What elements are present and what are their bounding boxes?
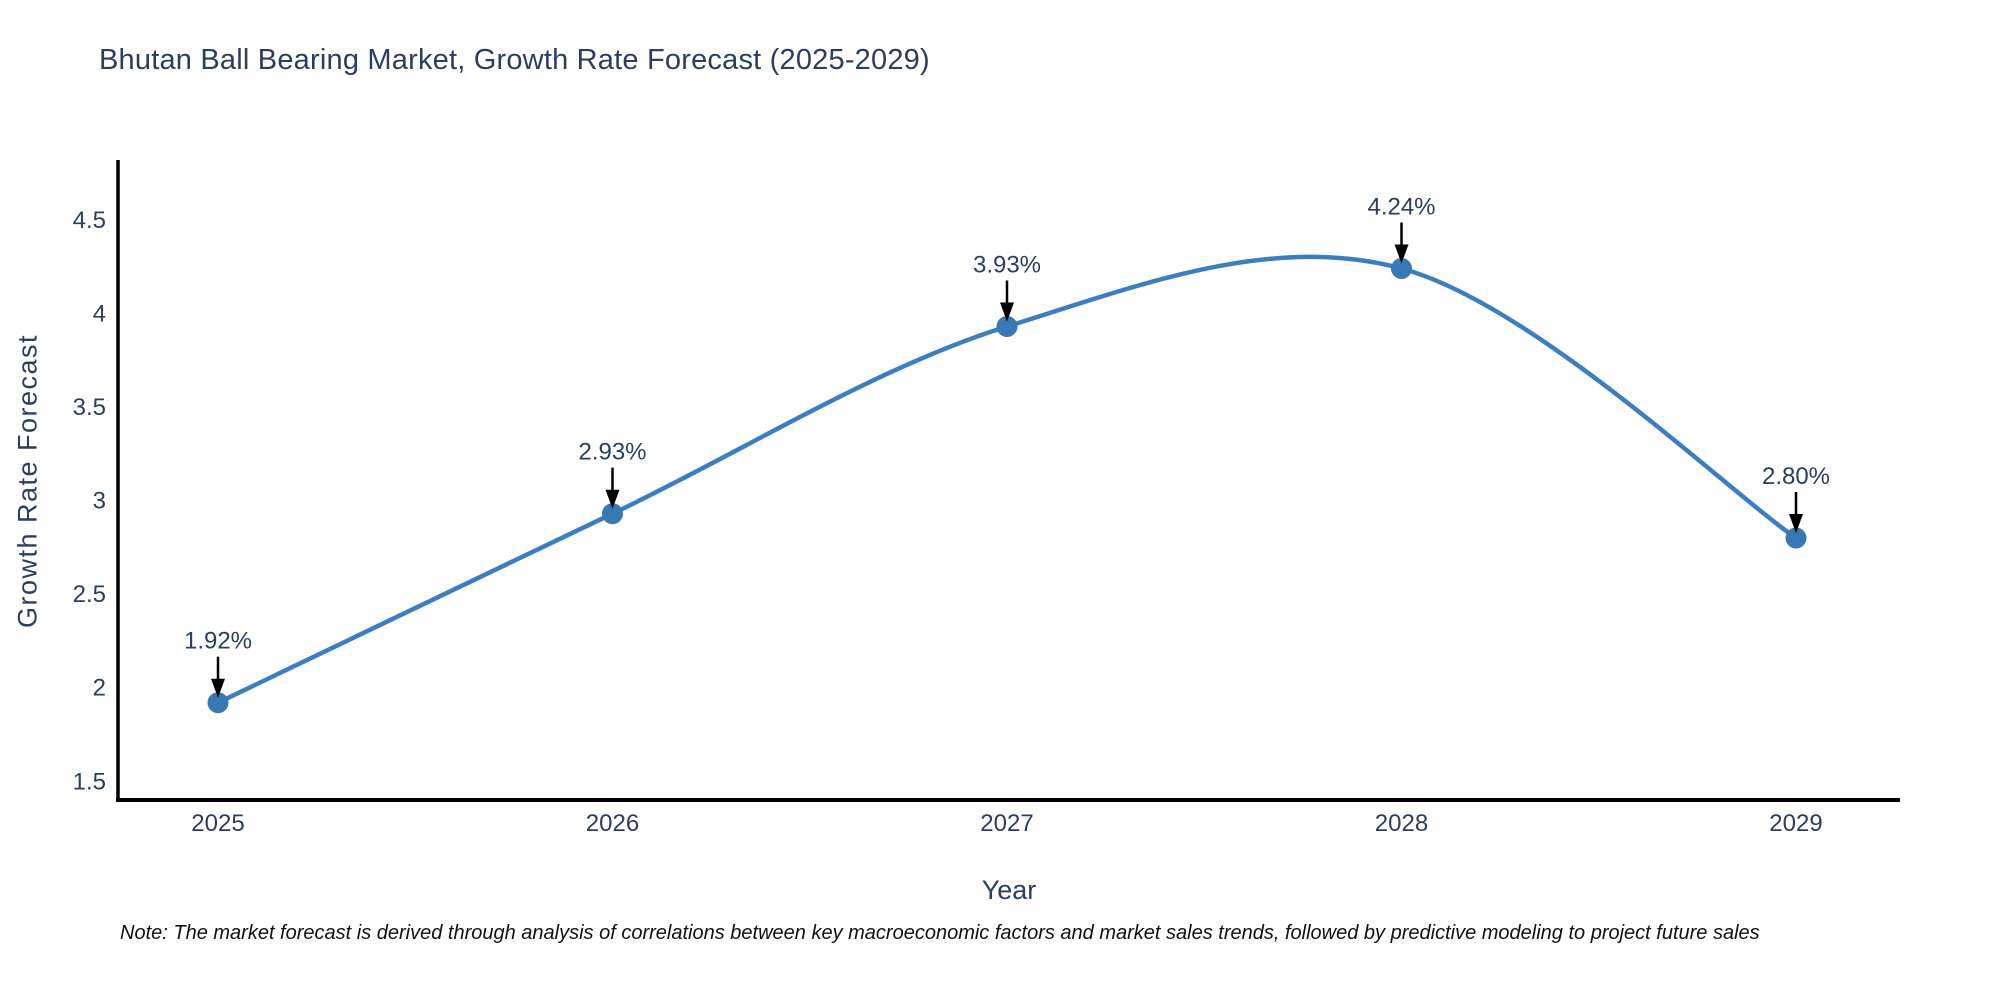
annotation-label: 4.24%	[1367, 194, 1435, 221]
data-point-2028[interactable]	[1391, 258, 1412, 279]
annotation-label: 1.92%	[184, 628, 252, 655]
annotation-arrowhead-icon	[211, 678, 225, 698]
x-tick-label: 2027	[980, 810, 1033, 837]
data-point-2026[interactable]	[602, 503, 623, 525]
y-tick-label: 3	[93, 488, 106, 515]
x-tick-label: 2026	[586, 810, 639, 837]
annotation-label: 3.93%	[973, 252, 1041, 279]
data-point-2025[interactable]	[207, 692, 229, 714]
x-tick-label: 2028	[1375, 810, 1428, 837]
y-tick-label: 4	[93, 301, 106, 328]
y-tick-label: 4.5	[73, 207, 106, 234]
y-tick-label: 2	[93, 675, 106, 702]
annotation-label: 2.93%	[578, 439, 646, 466]
annotation-arrowhead-icon	[605, 489, 620, 509]
y-axis-title: Growth Rate Forecast	[12, 333, 43, 629]
y-tick-label: 3.5	[73, 394, 106, 421]
x-tick-label: 2029	[1769, 810, 1822, 837]
y-tick-label: 2.5	[73, 581, 106, 608]
y-tick-label: 1.5	[73, 768, 106, 795]
footnote: Note: The market forecast is derived thr…	[120, 922, 1760, 944]
annotation-arrowhead-icon	[1000, 302, 1014, 322]
annotation-label: 2.80%	[1762, 463, 1830, 490]
data-point-2027[interactable]	[996, 316, 1018, 337]
annotation-arrowhead-icon	[1789, 514, 1803, 533]
x-tick-label: 2025	[191, 810, 244, 837]
x-axis-title: Year	[981, 875, 1037, 905]
data-point-2029[interactable]	[1785, 527, 1807, 549]
annotation-arrowhead-icon	[1394, 244, 1409, 264]
chart-title: Bhutan Ball Bearing Market, Growth Rate …	[99, 44, 930, 76]
